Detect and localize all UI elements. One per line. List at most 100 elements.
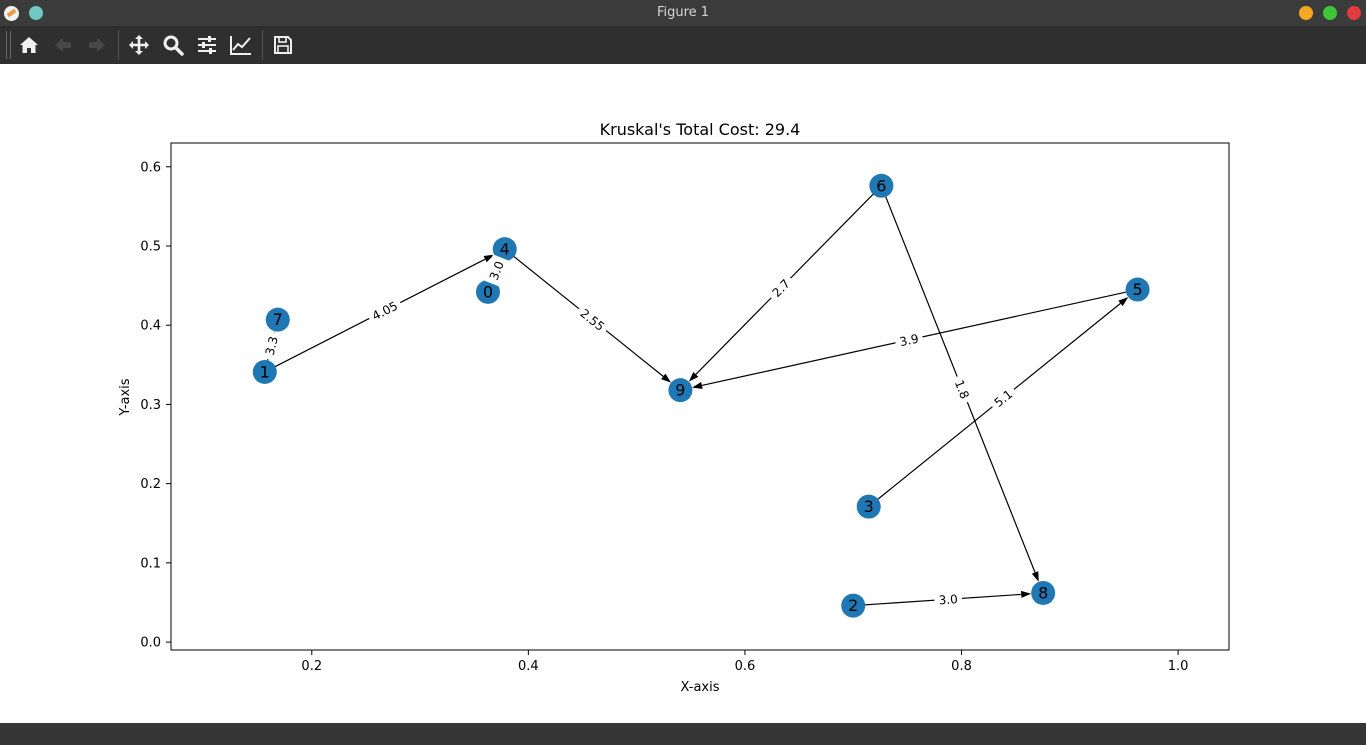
node-label: 5: [1133, 280, 1143, 299]
edge-label-1-7: 3.3: [259, 330, 283, 362]
pan-button[interactable]: [124, 30, 154, 60]
x-tick-label: 1.0: [1168, 659, 1189, 674]
edge-label-background: [573, 301, 612, 337]
node-label: 7: [273, 310, 283, 329]
node-8: 8: [1031, 580, 1056, 605]
edge-label-background: [893, 328, 925, 351]
edge-arrowhead: [1020, 590, 1032, 598]
configure-subplots-icon: [198, 36, 216, 54]
node-label: 1: [260, 362, 270, 381]
save-button[interactable]: [268, 30, 298, 60]
toolbar-separator: [262, 30, 263, 60]
nodes-layer: 0 1 2 3 4 5 6 7 8 9: [252, 173, 1150, 618]
edge-label-background: [986, 382, 1019, 413]
node-5: 5: [1125, 277, 1150, 302]
node-label: 6: [876, 176, 886, 195]
forward-icon: [89, 38, 105, 52]
zoom-icon: [163, 35, 184, 56]
toolbar-handle[interactable]: [6, 31, 11, 59]
edge-arrowhead: [1118, 297, 1129, 307]
forward-button[interactable]: [82, 30, 112, 60]
edge-label-text: 3.3: [263, 335, 281, 357]
close-button[interactable]: [1347, 6, 1361, 20]
node-label: 4: [500, 240, 510, 259]
app-secondary-icon: [29, 6, 43, 20]
edge-label-5-9: 3.9: [893, 328, 925, 351]
edge-label-text: 3.0: [487, 259, 507, 282]
home-icon: [20, 37, 38, 53]
edit-axis-button[interactable]: [226, 30, 256, 60]
home-button[interactable]: [14, 30, 44, 60]
chart-title: Kruskal's Total Cost: 29.4: [600, 120, 801, 139]
edge-label-background: [764, 271, 797, 304]
node-6: 6: [869, 173, 894, 198]
back-icon: [55, 38, 71, 52]
y-tick-label: 0.4: [140, 319, 161, 334]
edge-arrowhead: [688, 372, 699, 382]
node-9: 9: [668, 378, 693, 403]
y-tick-label: 0.5: [140, 239, 161, 254]
zoom-button[interactable]: [158, 30, 188, 60]
edge-label-background: [365, 294, 404, 326]
axes-frame: [170, 142, 1230, 651]
y-tick-label: 0.6: [140, 160, 161, 175]
node-marker: [475, 279, 500, 304]
edge-arrowhead: [661, 373, 672, 383]
y-tick-label: 0.0: [140, 636, 161, 651]
app-icon: [4, 6, 19, 21]
edit-axis-icon: [230, 36, 251, 55]
node-label: 9: [675, 381, 685, 400]
node-label: 0: [483, 282, 493, 301]
edge-label-2-8: 3.0: [933, 589, 963, 609]
edge-label-background: [259, 330, 283, 362]
node-label: 8: [1038, 583, 1048, 602]
minimize-button[interactable]: [1299, 6, 1313, 20]
node-marker: [856, 494, 881, 519]
edge-label-text: 3.0: [938, 592, 958, 607]
edge-label-text: 3.9: [898, 331, 920, 349]
edge-arrowhead: [692, 382, 703, 389]
node-4: 4: [492, 237, 517, 262]
y-tick-label: 0.1: [140, 556, 161, 571]
navigation-toolbar: [0, 26, 1366, 64]
node-0: 0: [475, 279, 500, 304]
save-icon: [274, 36, 292, 54]
node-7: 7: [265, 307, 290, 332]
node-marker: [1031, 580, 1056, 605]
x-tick-label: 0.2: [301, 659, 322, 674]
x-tick-label: 0.4: [518, 659, 539, 674]
edge-label-background: [949, 373, 976, 406]
node-marker: [869, 173, 894, 198]
node-marker: [252, 359, 277, 384]
status-bar: [0, 723, 1366, 745]
y-axis-label: Y-axis: [118, 378, 133, 416]
node-marker: [1125, 277, 1150, 302]
node-marker: [668, 378, 693, 403]
node-marker: [265, 307, 290, 332]
node-label: 3: [864, 497, 874, 516]
window-titlebar: Figure 1: [0, 0, 1366, 26]
node-2: 2: [841, 593, 866, 618]
configure-subplots-button[interactable]: [192, 30, 222, 60]
y-tick-label: 0.3: [140, 398, 161, 413]
edge-label-6-8: 1.8: [949, 373, 976, 406]
maximize-button[interactable]: [1323, 6, 1337, 20]
back-button[interactable]: [48, 30, 78, 60]
edge-label-background: [933, 589, 963, 609]
node-3: 3: [856, 494, 881, 519]
edge-label-0-4: 3.0: [482, 254, 509, 287]
x-axis-label: X-axis: [681, 680, 720, 695]
edge-label-background: [482, 254, 509, 287]
node-1: 1: [252, 359, 277, 384]
ticks-layer: 0.2 0.4 0.6 0.8 1.0 0.0 0.1 0.2 0.3 0.4 0.5 0.6: [140, 160, 1188, 674]
edge-arrowhead: [1031, 571, 1039, 582]
x-tick-label: 0.8: [951, 659, 972, 674]
edge-arrowhead: [483, 254, 495, 263]
y-tick-label: 0.2: [140, 477, 161, 492]
toolbar-separator: [118, 30, 119, 60]
pan-icon: [129, 35, 149, 55]
window-title: Figure 1: [656, 5, 710, 20]
edge-label-text: 1.8: [952, 378, 972, 401]
node-marker: [492, 237, 517, 262]
